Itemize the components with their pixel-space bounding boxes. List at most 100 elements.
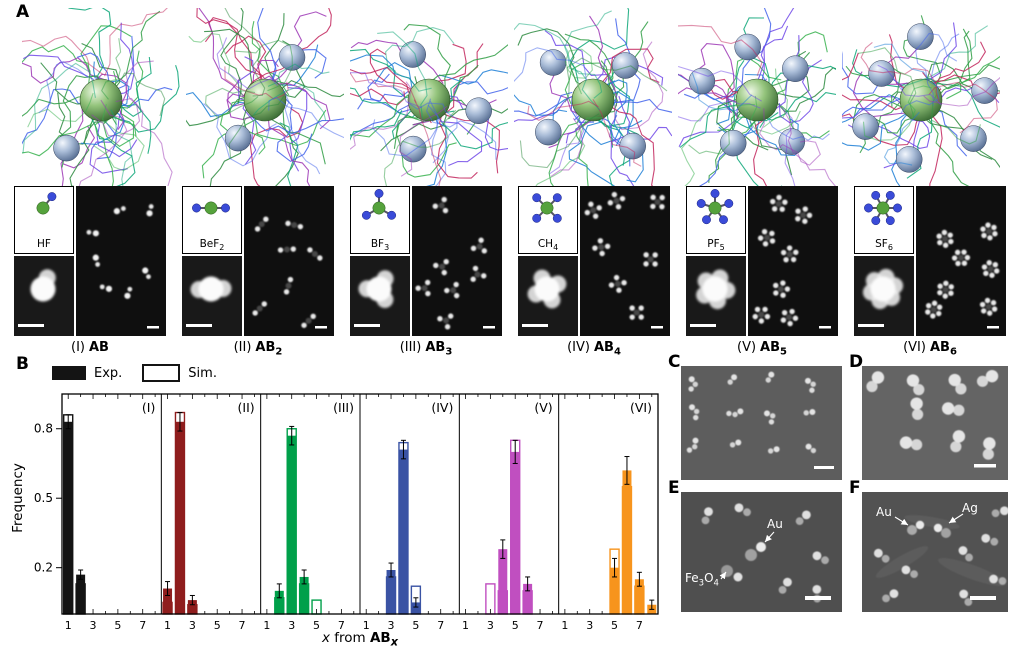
panel-c-label: C	[668, 352, 681, 372]
svg-text:(III): (III)	[333, 400, 354, 415]
svg-text:(VI): (VI)	[630, 400, 652, 415]
molecule-diagram-inset: PF5	[686, 186, 746, 254]
molecule-formula: HF	[37, 237, 51, 250]
y-axis-label: Frequency	[10, 463, 26, 533]
em-zoom-image	[182, 256, 242, 336]
svg-text:7: 7	[338, 619, 345, 632]
molecule-diagram-inset: BF3	[350, 186, 410, 254]
svg-text:0.2: 0.2	[34, 561, 53, 575]
simulation-rendering-3	[350, 24, 508, 186]
simulation-rendering-5	[678, 8, 836, 186]
molecule-formula: CH4	[537, 237, 559, 252]
simulation-rendering-2	[186, 8, 344, 186]
svg-text:7: 7	[437, 619, 444, 632]
group-caption: (IV) AB4	[567, 340, 621, 358]
em-overview-image	[748, 186, 838, 336]
group-caption: (II) AB2	[233, 340, 283, 358]
svg-text:5: 5	[611, 619, 618, 632]
em-zoom-image	[350, 256, 410, 336]
em-overview-image	[76, 186, 166, 336]
panel-f-micrograph	[862, 492, 1008, 612]
molecule-icon-bef	[192, 201, 230, 215]
svg-text:5: 5	[512, 619, 519, 632]
em-zoom-image	[14, 256, 74, 336]
panel-d-micrograph	[862, 366, 1008, 480]
panel-e-micrograph	[681, 492, 842, 612]
svg-text:3: 3	[487, 619, 494, 632]
panel-e-em-image: Au Fe3O4	[681, 492, 842, 612]
molecule-icon-pf	[696, 189, 734, 225]
panel-d-em-image	[862, 366, 1008, 480]
svg-text:3: 3	[90, 619, 97, 632]
molecule-group-2: BeF2 (II) AB2	[182, 186, 334, 358]
svg-text:7: 7	[537, 619, 544, 632]
svg-text:5: 5	[412, 619, 419, 632]
svg-text:7: 7	[239, 619, 246, 632]
chart-legend: Exp. Sim.	[52, 364, 229, 382]
svg-text:5: 5	[214, 619, 221, 632]
x-axis-label-ab: AB	[369, 630, 391, 646]
molecule-group-1: HF (I) AB	[14, 186, 166, 358]
x-axis-label-sub: x	[390, 635, 398, 649]
molecule-formula: SF6	[875, 237, 893, 252]
molecule-formula: BF3	[370, 237, 390, 252]
em-zoom-image	[686, 256, 746, 336]
svg-text:(IV): (IV)	[431, 400, 453, 415]
simulation-rendering-4	[514, 8, 672, 186]
svg-text:5: 5	[313, 619, 320, 632]
legend-exp-label: Exp.	[94, 365, 123, 381]
svg-text:(V): (V)	[534, 400, 552, 415]
x-axis-label-x: x	[321, 630, 330, 646]
svg-text:1: 1	[65, 619, 72, 632]
molecule-diagram-inset: BeF2	[182, 186, 242, 254]
panel-e-label: E	[668, 478, 680, 498]
molecule-icon-hf	[36, 192, 57, 215]
molecule-group-5: PF5 (V) AB5	[686, 186, 838, 358]
svg-text:7: 7	[139, 619, 146, 632]
simulation-rendering-1	[22, 8, 180, 186]
group-caption: (V) AB5	[737, 340, 787, 358]
frequency-histograms: 1 3 5 7 (I) 1 3 5 7 (II) 1 3 5 7 (III) 1 3 5 7 (IV) 1 3 5 7 (V) 1…	[34, 393, 659, 632]
molecule-diagram-inset: HF	[14, 186, 74, 254]
svg-text:0.8: 0.8	[34, 422, 53, 436]
svg-text:7: 7	[636, 619, 643, 632]
svg-text:3: 3	[586, 619, 593, 632]
annotation-au: Au	[876, 505, 892, 519]
svg-text:1: 1	[363, 619, 370, 632]
svg-text:3: 3	[388, 619, 395, 632]
molecule-icon-ch	[532, 193, 562, 223]
em-overview-image	[916, 186, 1006, 336]
svg-text:5: 5	[114, 619, 121, 632]
svg-text:3: 3	[288, 619, 295, 632]
em-zoom-image	[854, 256, 914, 336]
molecule-formula: PF5	[707, 237, 725, 252]
panel-b-label: B	[16, 354, 29, 374]
group-caption: (III) AB3	[399, 340, 453, 358]
annotation-ag: Ag	[962, 501, 978, 515]
group-caption: (VI) AB6	[903, 340, 957, 358]
group-caption: (I) AB	[71, 340, 109, 355]
svg-text:1: 1	[561, 619, 568, 632]
microscopy-group-row: HF (I) AB BeF2 (II) AB2 BF3 (III) AB3 CH4 (IV) AB4 P…	[14, 186, 1006, 358]
molecule-group-3: BF3 (III) AB3	[350, 186, 502, 358]
molecule-diagram-inset: SF6	[854, 186, 914, 254]
panel-f-label: F	[849, 478, 861, 498]
em-zoom-image	[518, 256, 578, 336]
legend-exp-swatch	[52, 366, 86, 380]
x-axis-label: x from ABx	[260, 630, 460, 649]
panel-a-label: A	[16, 2, 30, 22]
svg-text:0.5: 0.5	[34, 491, 53, 505]
em-overview-image	[244, 186, 334, 336]
legend-sim-label: Sim.	[188, 365, 217, 381]
molecule-group-6: SF6 (VI) AB6	[854, 186, 1006, 358]
panel-f-em-image: Au Ag	[862, 492, 1008, 612]
svg-text:1: 1	[263, 619, 270, 632]
molecule-icon-sf	[864, 190, 902, 226]
panel-c-em-image	[681, 366, 842, 480]
annotation-fe3o4: Fe3O4	[685, 571, 719, 589]
molecule-group-4: CH4 (IV) AB4	[518, 186, 670, 358]
simulation-renderings-row	[22, 8, 1000, 186]
legend-sim-swatch	[142, 364, 181, 382]
molecule-diagram-inset: CH4	[518, 186, 578, 254]
